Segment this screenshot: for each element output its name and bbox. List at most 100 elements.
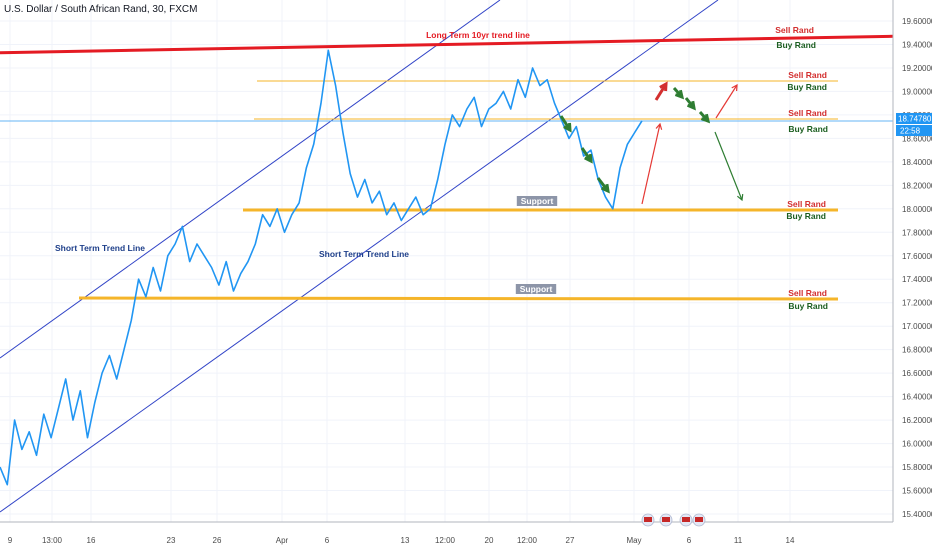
sell-rand-label-2: Sell Rand [788, 70, 827, 80]
x-tick-label: 6 [687, 536, 692, 545]
support-line-lower [78, 296, 839, 301]
support-label-lower: Support [520, 284, 553, 294]
price-series [0, 49, 643, 486]
y-tick-label: 17.20000 [902, 299, 932, 308]
x-tick-label: May [626, 536, 641, 545]
y-tick-label: 17.00000 [902, 322, 932, 331]
event-icon [692, 513, 706, 527]
time-axis[interactable]: 9 13:00 16 23 26 Apr 6 13 12:00 20 12:00 27 May 6 11 14 [0, 521, 893, 545]
y-tick-label: 18.20000 [902, 181, 932, 190]
y-tick-label: 16.80000 [902, 346, 932, 355]
y-tick-label: 15.80000 [902, 463, 932, 472]
x-tick-label: 11 [734, 536, 743, 545]
flag-icon [682, 517, 690, 522]
buy-rand-label-5: Buy Rand [788, 301, 828, 311]
down-arrow-bold-3-head [600, 183, 610, 194]
up-arrow-long-shaft [641, 123, 661, 205]
flag-icon [644, 517, 652, 522]
last-price-tag-bg [896, 113, 932, 124]
arrows [559, 81, 744, 205]
down-arrow-bold-5-head [686, 100, 696, 111]
drawn-lines [0, 0, 894, 513]
x-tick-label: 9 [8, 536, 13, 545]
up-arrow-right-head [731, 83, 738, 92]
y-tick-label: 18.60000 [902, 134, 932, 143]
support-label-upper-bg [516, 196, 558, 206]
last-price-tag: 18.74780 [898, 115, 932, 124]
x-tick-label: 23 [167, 536, 176, 545]
buy-rand-label-1: Buy Rand [776, 40, 816, 50]
buy-rand-label-4: Buy Rand [786, 211, 826, 221]
sell-rand-label-5: Sell Rand [788, 288, 827, 298]
y-tick-label: 17.60000 [902, 252, 932, 261]
event-icon [641, 513, 655, 527]
y-tick-label: 16.20000 [902, 416, 932, 425]
x-tick-label: 20 [485, 536, 494, 545]
short-term-trend-label-left: Short Term Trend Line [55, 243, 145, 253]
down-arrow-long-head [737, 193, 744, 202]
x-tick-label: 13 [401, 536, 410, 545]
x-tick-label: 16 [87, 536, 96, 545]
chart-title: U.S. Dollar / South African Rand, 30, FX… [4, 4, 198, 15]
countdown-tag-bg [896, 125, 932, 136]
down-arrow-bold-4 [672, 87, 685, 100]
x-tick-label: 13:00 [42, 536, 63, 545]
sell-rand-label-4: Sell Rand [787, 199, 826, 209]
long-term-trend-label: Long Term 10yr trend line [426, 30, 530, 40]
y-tick-label: 19.20000 [902, 64, 932, 73]
x-tick-label: 12:00 [517, 536, 538, 545]
support-label-upper: Support [521, 196, 554, 206]
down-arrow-bold-5 [684, 97, 696, 111]
channel-upper-line [0, 0, 501, 359]
y-tick-label: 19.60000 [902, 17, 932, 26]
y-tick-label: 16.40000 [902, 393, 932, 402]
channel-lower-line [0, 0, 719, 513]
x-tick-label: 26 [213, 536, 222, 545]
y-tick-label: 17.40000 [902, 275, 932, 284]
up-arrow-bold [654, 81, 668, 101]
event-icons[interactable] [641, 513, 706, 527]
y-tick-label: 18.40000 [902, 158, 932, 167]
x-tick-label: 6 [325, 536, 330, 545]
x-tick-label: 27 [566, 536, 575, 545]
event-icon [679, 513, 693, 527]
up-arrow-bold-head [659, 81, 668, 92]
buy-rand-label-2: Buy Rand [787, 82, 827, 92]
down-arrow-bold-1-head [563, 122, 572, 133]
buy-rand-label-3: Buy Rand [788, 124, 828, 134]
up-arrow-right [715, 83, 738, 119]
y-tick-label: 15.60000 [902, 487, 932, 496]
price-axis[interactable]: 19.6000019.4000019.2000019.0000018.80000… [892, 0, 932, 522]
y-tick-label: 17.80000 [902, 228, 932, 237]
x-tick-label: Apr [276, 536, 289, 545]
down-arrow-bold-1 [559, 115, 572, 133]
short-term-trend-label-right: Short Term Trend Line [319, 249, 409, 259]
up-arrow-bold-shaft [654, 83, 668, 101]
y-tick-label: 16.00000 [902, 440, 932, 449]
flag-icon [695, 517, 703, 522]
annotation-labels: Short Term Trend Line Short Term Trend Li… [55, 25, 828, 311]
grid [0, 0, 893, 522]
down-arrow-bold-6 [698, 111, 711, 124]
price-series-line [0, 49, 643, 486]
y-tick-label: 19.00000 [902, 87, 932, 96]
sell-rand-label-3: Sell Rand [788, 108, 827, 118]
flag-icon [662, 517, 670, 522]
up-arrow-long [641, 122, 663, 205]
down-arrow-bold-3 [596, 177, 610, 194]
y-tick-label: 19.40000 [902, 40, 932, 49]
down-arrow-bold-6-head [700, 113, 711, 124]
down-arrow-bold-2 [580, 147, 593, 164]
x-tick-label: 12:00 [435, 536, 456, 545]
sell-rand-label-1: Sell Rand [775, 25, 814, 35]
support-label-lower-bg [515, 284, 557, 294]
long-term-trend-line [0, 34, 894, 55]
up-arrow-right-shaft [715, 84, 738, 119]
x-tick-label: 14 [786, 536, 795, 545]
down-arrow-long [714, 131, 744, 202]
y-tick-label: 18.00000 [902, 205, 932, 214]
down-arrow-bold-2-head [584, 153, 593, 164]
down-arrow-bold-4-head [674, 89, 685, 100]
